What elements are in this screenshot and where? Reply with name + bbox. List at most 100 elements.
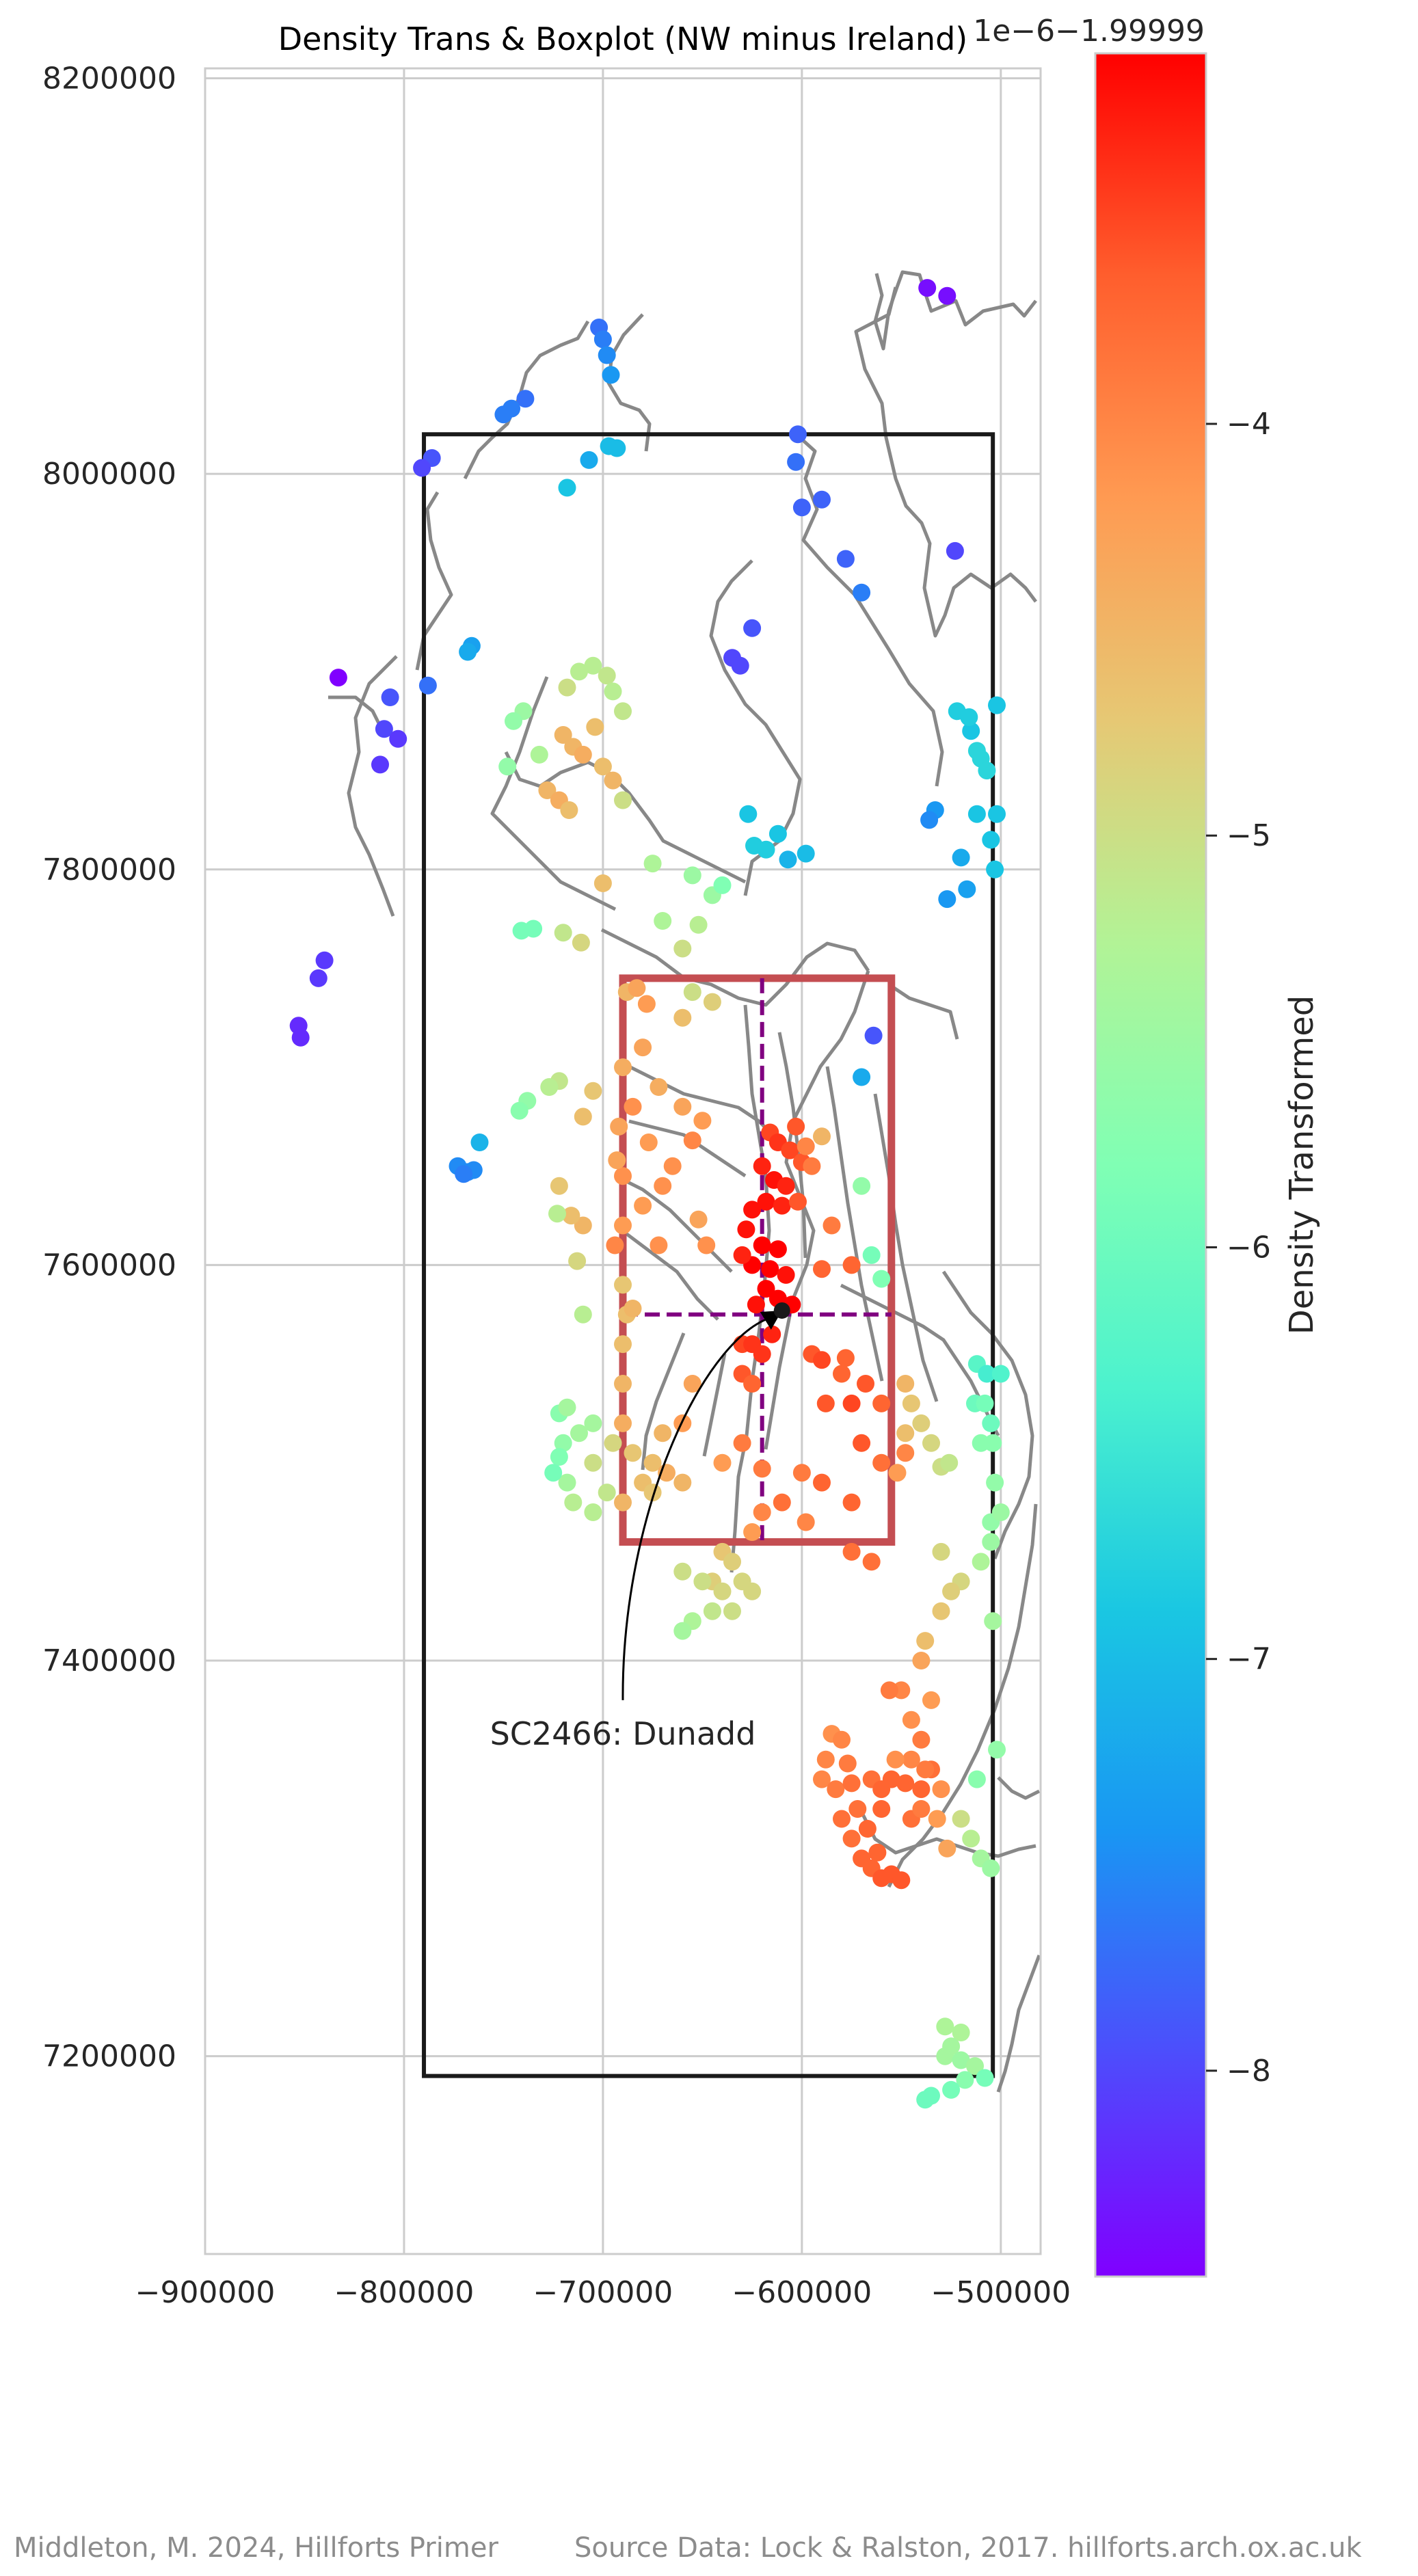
data-point xyxy=(978,1365,996,1383)
data-point xyxy=(991,1365,1010,1383)
data-point xyxy=(329,669,347,687)
data-point xyxy=(928,1810,946,1828)
data-point xyxy=(896,1774,915,1793)
data-point xyxy=(614,1414,632,1432)
data-point xyxy=(842,1493,861,1512)
data-point xyxy=(614,702,632,721)
data-point xyxy=(838,1754,857,1773)
data-point xyxy=(530,745,548,764)
colorbar-tick-label: −6 xyxy=(1227,1230,1271,1265)
data-point xyxy=(703,993,721,1011)
axes: −900000 −800000 −700000 −600000 −500000 72000… xyxy=(42,61,1071,2310)
data-point xyxy=(743,1582,762,1600)
data-point xyxy=(455,1165,473,1183)
data-point xyxy=(494,405,513,424)
data-point xyxy=(942,2080,961,2099)
data-point xyxy=(836,1349,855,1367)
footer-credit: Middleton, M. 2024, Hillforts Primer xyxy=(14,2532,498,2564)
data-point xyxy=(606,1236,624,1255)
data-point xyxy=(538,781,557,799)
data-point xyxy=(842,1774,861,1793)
data-point xyxy=(932,1602,950,1620)
data-point xyxy=(634,1038,652,1057)
data-point xyxy=(813,1260,831,1278)
data-point xyxy=(797,1137,815,1155)
data-point xyxy=(593,874,612,892)
data-point xyxy=(654,1177,672,1195)
data-point xyxy=(777,1177,795,1195)
data-point xyxy=(922,1434,940,1452)
data-point xyxy=(614,1216,632,1235)
data-point xyxy=(768,824,787,843)
data-point xyxy=(976,2069,994,2087)
data-point xyxy=(713,876,732,894)
data-point xyxy=(888,1464,907,1482)
data-point xyxy=(842,1829,861,1848)
data-point xyxy=(789,425,807,444)
annotation-label: SC2466: Dunadd xyxy=(490,1715,756,1752)
data-point xyxy=(956,2071,974,2089)
y-tick-label: 8000000 xyxy=(42,457,176,492)
data-point xyxy=(892,1871,911,1890)
data-point xyxy=(757,840,775,859)
data-point xyxy=(952,848,970,867)
data-point xyxy=(813,1473,831,1492)
data-point xyxy=(731,656,749,675)
data-point xyxy=(643,855,662,873)
data-point xyxy=(779,850,797,869)
data-point xyxy=(787,1117,805,1136)
data-point xyxy=(580,451,598,469)
data-point xyxy=(540,1078,559,1096)
data-point xyxy=(916,1760,935,1779)
data-point xyxy=(986,860,1004,878)
data-point xyxy=(498,757,517,776)
data-point xyxy=(608,1151,626,1170)
data-point xyxy=(598,346,616,364)
data-point xyxy=(697,1236,716,1255)
data-point xyxy=(574,1108,592,1126)
x-tick-label: −500000 xyxy=(931,2275,1071,2310)
data-point xyxy=(584,1453,602,1472)
data-point xyxy=(743,1523,762,1541)
data-point xyxy=(663,1157,682,1175)
data-point xyxy=(988,696,1006,714)
data-point xyxy=(781,1141,799,1159)
data-point xyxy=(938,286,957,305)
data-point xyxy=(862,1246,881,1264)
data-point xyxy=(628,979,646,997)
data-point xyxy=(291,1028,310,1047)
colorbar-tick-label: −7 xyxy=(1227,1642,1271,1677)
data-point xyxy=(673,1097,692,1116)
data-point xyxy=(958,880,976,898)
data-point xyxy=(853,1177,871,1195)
data-point xyxy=(381,688,399,706)
data-point xyxy=(713,1453,732,1472)
data-point xyxy=(584,1082,602,1100)
data-point xyxy=(562,1207,580,1225)
data-point xyxy=(757,1280,775,1298)
data-point xyxy=(858,1820,877,1838)
y-tick-label: 7600000 xyxy=(42,1248,176,1283)
data-point xyxy=(853,583,871,602)
boxplot-overlay xyxy=(422,432,995,2078)
data-point xyxy=(673,1414,692,1432)
data-point xyxy=(902,1710,920,1729)
data-point xyxy=(689,915,708,934)
data-point xyxy=(614,1493,632,1512)
data-point xyxy=(634,1196,652,1215)
data-point xyxy=(516,390,535,408)
data-point xyxy=(693,1572,712,1591)
data-point xyxy=(604,1434,622,1452)
data-point xyxy=(827,1780,845,1799)
x-tick-label: −900000 xyxy=(135,2275,276,2310)
data-point xyxy=(610,1117,628,1136)
data-point xyxy=(375,720,393,738)
data-point xyxy=(813,490,831,509)
data-point xyxy=(787,453,805,471)
data-point xyxy=(584,1414,602,1432)
data-point xyxy=(593,330,612,349)
data-point xyxy=(912,1414,931,1432)
data-point xyxy=(614,1167,632,1185)
data-point xyxy=(673,1622,692,1640)
